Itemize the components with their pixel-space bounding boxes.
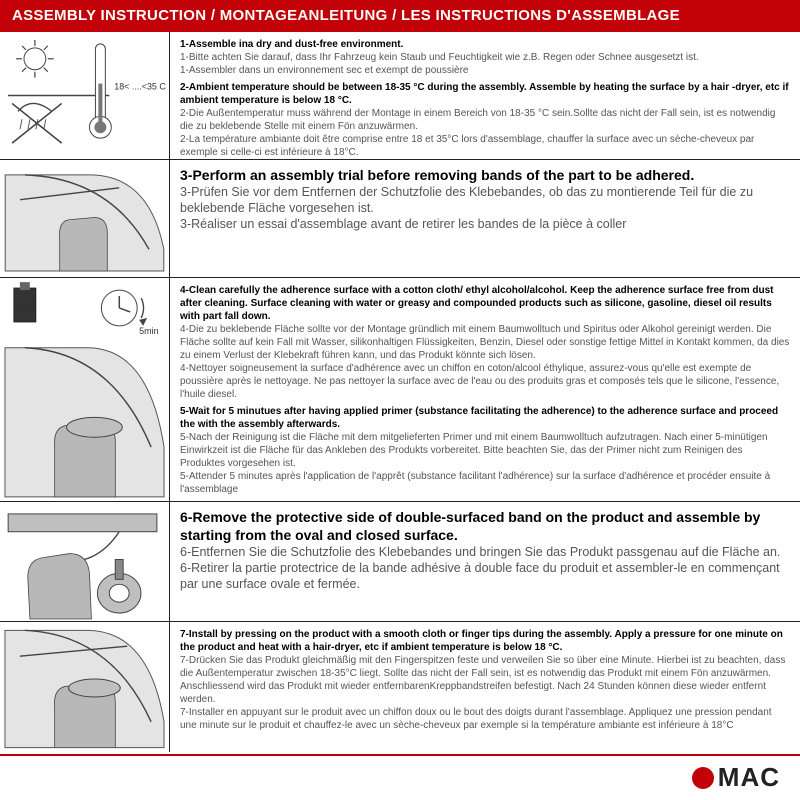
illus-environment: 18< ....<35 C: [0, 32, 170, 159]
step-6: 6-Remove the protective side of double-s…: [170, 502, 800, 621]
temp-range-label: 18< ....<35 C: [114, 81, 166, 91]
brand-logo: MAC: [692, 761, 780, 795]
logo-text: MAC: [718, 761, 780, 795]
step-group-4-5: 4-Clean carefully the adherence surface …: [170, 278, 800, 501]
step-3: 3-Perform an assembly trial before remov…: [170, 160, 800, 277]
alcohol-label: Alkol: [16, 299, 35, 309]
page-title: ASSEMBLY INSTRUCTION / MONTAGEANLEITUNG …: [0, 0, 800, 32]
illus-clean-primer: Alkol 5min: [0, 278, 170, 501]
illus-peel-tape: [0, 502, 170, 621]
footer: MAC: [0, 754, 800, 800]
wait-label: 5min: [139, 325, 158, 335]
illus-press-install: [0, 622, 170, 752]
logo-dot-icon: [692, 767, 714, 789]
step-group-1-2: 1-Assemble ina dry and dust-free environ…: [170, 32, 800, 159]
instruction-table: 18< ....<35 C 1-Assemble ina dry and dus…: [0, 32, 800, 755]
step-7: 7-Install by pressing on the product wit…: [170, 622, 800, 752]
illus-trial-fit: [0, 160, 170, 277]
